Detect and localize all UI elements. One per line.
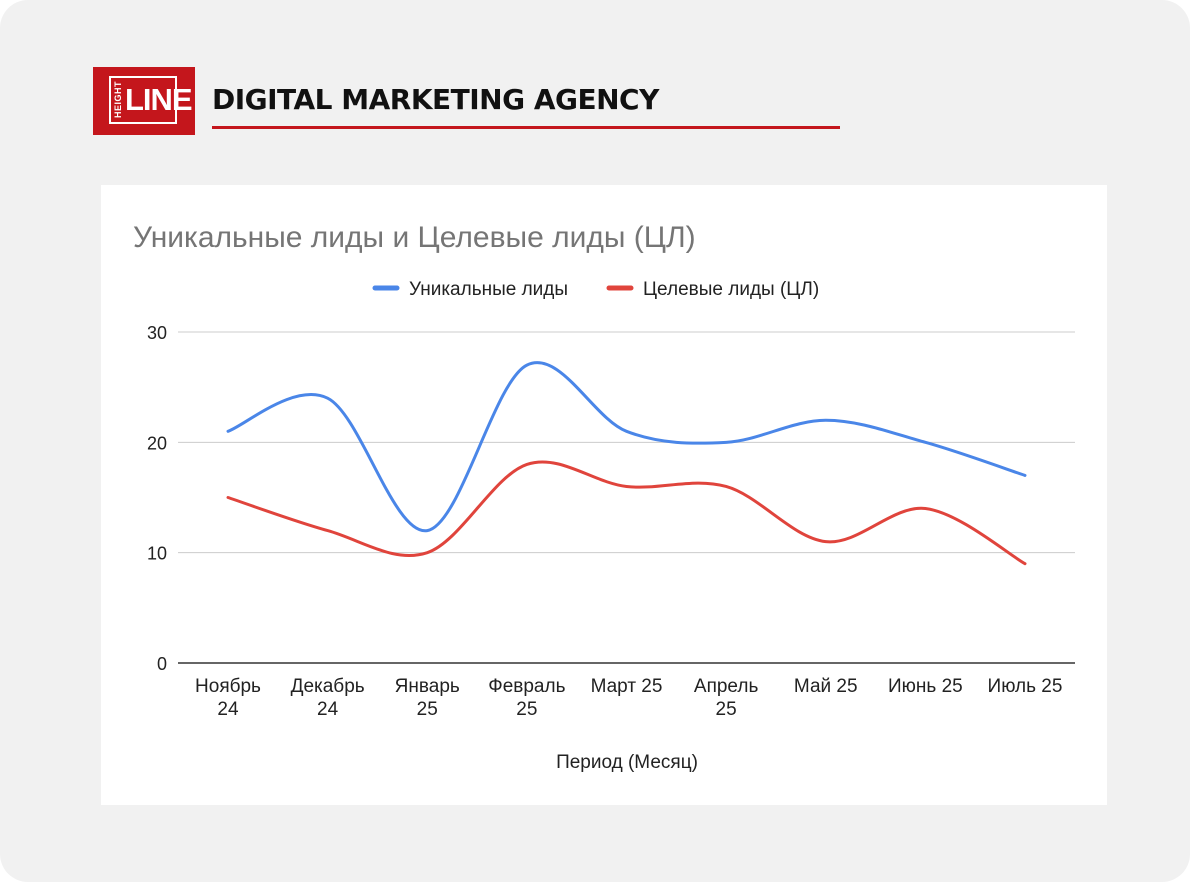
agency-title: DIGITAL MARKETING AGENCY bbox=[212, 83, 659, 116]
x-tick-label: Декабрь 24 bbox=[291, 676, 365, 720]
y-tick-label: 20 bbox=[147, 433, 167, 453]
series-line-2 bbox=[226, 460, 1027, 566]
x-tick-label: Июль 25 bbox=[988, 676, 1063, 697]
logo-line-text: LINE bbox=[125, 82, 193, 117]
chart-series bbox=[226, 361, 1027, 566]
x-tick-label: Март 25 bbox=[591, 676, 663, 697]
line-chart: Уникальные лиды и Целевые лиды (ЦЛ) Уник… bbox=[133, 221, 1075, 773]
x-tick-label: Июнь 25 bbox=[888, 676, 963, 697]
height-line-logo: HEIGHT LINE bbox=[93, 67, 195, 135]
y-axis-ticks: 0 10 20 30 bbox=[147, 323, 167, 674]
y-tick-label: 30 bbox=[147, 323, 167, 343]
x-axis-ticks: Ноябрь 24 Декабрь 24 Январь 25 Февраль 25 Март 2… bbox=[195, 676, 1062, 720]
chart-legend: Уникальные лиды Целевые лиды (ЦЛ) bbox=[372, 279, 819, 300]
legend-label: Целевые лиды (ЦЛ) bbox=[643, 279, 819, 300]
chart-card: Уникальные лиды и Целевые лиды (ЦЛ) Уник… bbox=[101, 185, 1107, 805]
y-tick-label: 10 bbox=[147, 544, 167, 564]
x-tick-label: Февраль 25 bbox=[488, 676, 565, 720]
x-tick-label: Апрель 25 bbox=[694, 676, 759, 720]
logo-frame: HEIGHT LINE bbox=[109, 76, 193, 124]
chart-title: Уникальные лиды и Целевые лиды (ЦЛ) bbox=[133, 221, 696, 254]
series-line-1 bbox=[226, 361, 1027, 533]
agency-title-underline bbox=[212, 126, 840, 129]
chart-gridlines bbox=[178, 331, 1075, 664]
y-tick-label: 0 bbox=[157, 654, 167, 674]
legend-label: Уникальные лиды bbox=[409, 279, 568, 300]
logo-height-text: HEIGHT bbox=[113, 80, 123, 118]
x-axis-title: Период (Месяц) bbox=[556, 752, 698, 773]
x-tick-label: Май 25 bbox=[794, 676, 858, 697]
x-tick-label: Ноябрь 24 bbox=[195, 676, 261, 720]
x-tick-label: Январь 25 bbox=[395, 676, 460, 720]
